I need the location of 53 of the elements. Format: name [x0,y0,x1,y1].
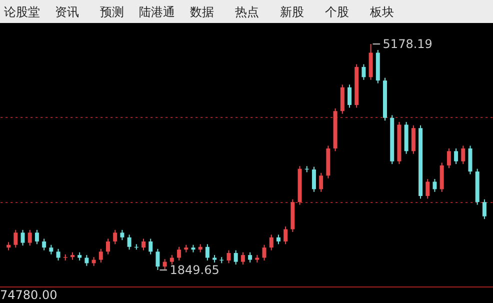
candlestick [240,252,245,266]
candlestick [276,234,280,245]
candlestick [120,229,124,241]
candlestick [127,234,132,250]
text: 陆港通 [139,5,175,19]
candlestick [362,64,366,80]
candlestick [142,238,146,251]
candlestick [284,226,288,245]
candlestick [226,250,231,264]
candlestick [49,244,54,255]
candlestick [106,238,110,255]
candlestick [347,84,352,108]
candlestick [461,145,466,165]
text: 板块 [369,5,394,19]
candlestick [113,229,118,245]
text: 预测 [100,5,124,19]
candlestick [34,229,39,245]
text: 个股 [325,5,349,19]
candlestick [156,248,160,270]
candlestick [205,244,210,261]
text: 新股 [280,5,304,19]
candlestick [56,248,60,261]
candlestick [319,172,324,192]
candlestick [312,166,316,192]
candlestick [98,248,103,264]
candlestick [468,145,472,175]
candlestick [248,252,252,264]
text: 热点 [235,5,259,19]
candlestick [28,229,32,246]
candlestick [482,198,486,220]
candlestick [446,148,451,169]
candlestick [262,244,266,261]
candlestick [20,229,25,246]
candlestick [234,250,238,266]
text: 74780.00 [0,288,58,302]
candlestick [454,148,458,165]
text: 论股堂 [4,5,40,19]
candlestick [269,234,274,251]
candlestick [177,246,182,261]
candlestick [440,162,444,192]
candlestick [340,84,344,114]
annotation: 1849.65 [170,263,220,277]
candlestick [432,178,437,192]
candlestick [14,229,18,248]
candlestick [426,178,430,200]
text: 资讯 [55,5,79,19]
candlestick [84,254,89,266]
candlestick [170,254,174,266]
candlestick [42,238,46,251]
candlestick [411,124,416,154]
candlestick [148,238,153,255]
annotation: 5178.19 [382,37,432,51]
text: 数据 [190,5,214,19]
